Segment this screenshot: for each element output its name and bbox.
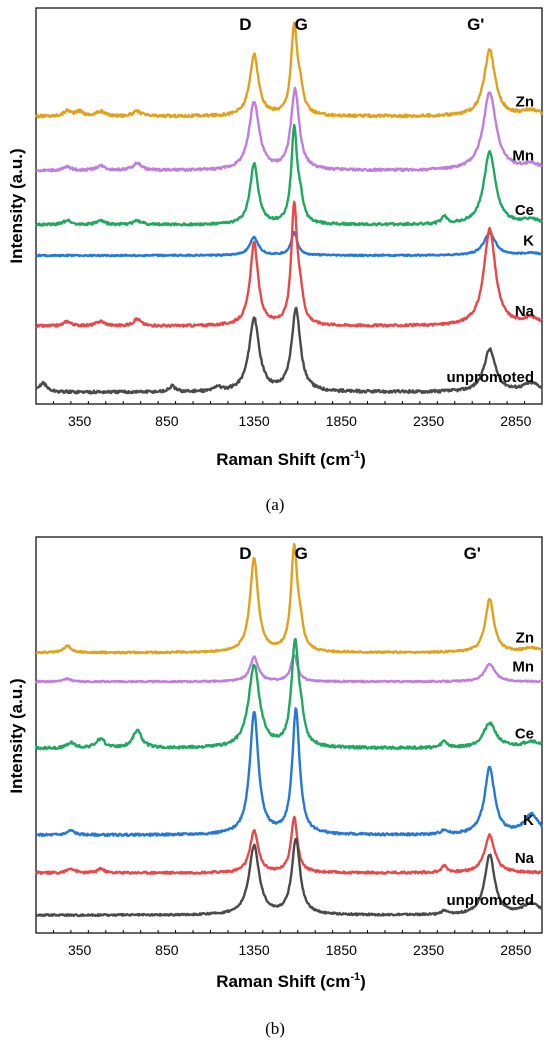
panel-b-x-tick-label: 2350 <box>413 942 444 958</box>
panel-a-x-tick-label: 2850 <box>500 413 531 429</box>
panel-b-x-tick-label: 1850 <box>326 942 357 958</box>
panel-a-x-tick-label: 350 <box>68 413 92 429</box>
panel-b-series-label-unpromoted: unpromoted <box>447 892 535 909</box>
panel-a-y-axis-title: Intensity (a.u.) <box>7 148 26 263</box>
panel-a-series-label-Na: Na <box>515 303 535 320</box>
panel-a: 350 850 1350 1850 2350 2850 Zn Mn Ce K Na unpromot… <box>7 7 544 514</box>
panel-b-series-line-Zn <box>35 542 543 655</box>
panel-a-plot-frame <box>35 7 543 405</box>
panel-b-series-line-Mn <box>35 653 543 684</box>
panel-a-peak-label: D <box>239 15 251 34</box>
panel-a-peak-label: G <box>295 15 308 34</box>
panel-a-series-line-Zn <box>34 21 543 119</box>
panel-a-series-line-unpromoted <box>34 306 543 395</box>
panel-b-y-axis-title: Intensity (a.u.) <box>7 678 26 793</box>
panel-b-caption: (b) <box>265 1019 285 1038</box>
panel-a-x-axis-title-tail: ) <box>360 450 366 469</box>
panel-b-series-line-Na <box>34 815 543 875</box>
panel-b-peak-label: G' <box>464 544 481 563</box>
panel-a-x-axis-title-sup: -1 <box>350 449 360 461</box>
panel-a-x-ticks: 350 850 1350 1850 2350 2850 <box>35 401 543 429</box>
panel-b-series-label-Mn: Mn <box>512 659 534 676</box>
panel-b-series-label-Na: Na <box>515 850 535 867</box>
panel-a-x-tick-label: 850 <box>155 413 179 429</box>
panel-b-x-axis-title-text: Raman Shift (cm <box>216 972 350 991</box>
panel-b-x-tick-label: 1350 <box>239 942 270 958</box>
panel-a-series-line-Mn <box>35 86 543 173</box>
panel-b-series-line-unpromoted <box>35 837 543 918</box>
panel-b-series-labels: Zn Mn Ce K Na unpromoted <box>447 630 535 910</box>
panel-b-x-axis-title: Raman Shift (cm-1) <box>216 971 366 991</box>
panel-a-series-labels: Zn Mn Ce K Na unpromoted <box>447 93 535 386</box>
panel-b-x-tick-label: 850 <box>155 942 179 958</box>
panel-a-series-lines <box>34 21 544 395</box>
panel-b-x-axis-title-tail: ) <box>360 972 366 991</box>
panel-a-caption-text: (a) <box>266 495 285 514</box>
panel-b-x-tick-label: 350 <box>68 942 92 958</box>
panel-a-series-label-Zn: Zn <box>516 93 534 110</box>
panel-b-series-line-Ce <box>34 638 543 751</box>
panel-b-series-label-Ce: Ce <box>515 725 534 742</box>
panel-b-peak-label: D <box>239 544 251 563</box>
panel-a-x-tick-label: 2350 <box>413 413 444 429</box>
panel-b: 350 850 1350 1850 2350 2850 Zn Mn Ce K Na unpromot… <box>7 536 543 1038</box>
panel-a-series-label-Mn: Mn <box>512 148 534 165</box>
panel-b-caption-text: (b) <box>265 1019 285 1038</box>
panel-b-series-line-K <box>35 707 543 838</box>
panel-a-series-line-K <box>35 230 543 258</box>
panel-a-x-tick-label: 1350 <box>239 413 270 429</box>
panel-a-caption: (a) <box>266 495 285 514</box>
panel-b-plot-frame <box>35 536 543 934</box>
panel-a-series-line-Ce <box>35 123 544 227</box>
panel-b-series-label-Zn: Zn <box>516 630 534 647</box>
panel-a-series-label-unpromoted: unpromoted <box>447 369 535 386</box>
panel-a-peak-label: G' <box>467 15 484 34</box>
panel-a-x-axis-title-text: Raman Shift (cm <box>216 450 350 469</box>
panel-b-x-ticks: 350 850 1350 1850 2350 2850 <box>35 930 543 958</box>
panel-b-x-axis-title-sup: -1 <box>350 971 360 983</box>
panel-a-x-axis-title: Raman Shift (cm-1) <box>216 449 366 469</box>
panel-a-series-label-Ce: Ce <box>515 202 534 219</box>
panel-a-x-tick-label: 1850 <box>326 413 357 429</box>
panel-b-peak-label: G <box>295 544 308 563</box>
panel-b-peak-labels: D G G' <box>239 544 481 563</box>
panel-b-series-label-K: K <box>523 812 534 829</box>
panel-b-x-tick-label: 2850 <box>500 942 531 958</box>
panel-a-peak-labels: D G G' <box>239 15 484 34</box>
panel-a-series-label-K: K <box>523 233 534 250</box>
panel-b-series-lines <box>34 542 543 918</box>
panel-a-series-line-Na <box>35 200 543 329</box>
